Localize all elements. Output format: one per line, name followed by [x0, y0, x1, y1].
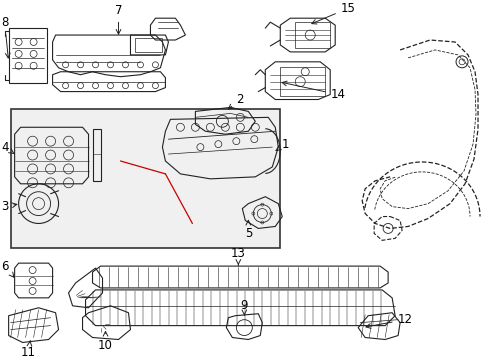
Text: 12: 12: [365, 313, 412, 328]
Text: 5: 5: [244, 220, 251, 240]
Text: 11: 11: [21, 340, 36, 359]
Text: 8: 8: [1, 15, 10, 58]
Text: 1: 1: [276, 138, 288, 150]
Text: 2: 2: [228, 93, 244, 109]
Text: 10: 10: [98, 332, 113, 352]
Text: 13: 13: [230, 247, 245, 265]
Text: 4: 4: [1, 141, 14, 154]
Text: 15: 15: [311, 2, 355, 24]
Text: 7: 7: [115, 4, 122, 34]
Text: 9: 9: [240, 299, 247, 315]
Text: 6: 6: [1, 260, 14, 277]
Text: 14: 14: [282, 81, 345, 101]
Bar: [11, 109, 280, 248]
Text: 3: 3: [1, 200, 17, 213]
